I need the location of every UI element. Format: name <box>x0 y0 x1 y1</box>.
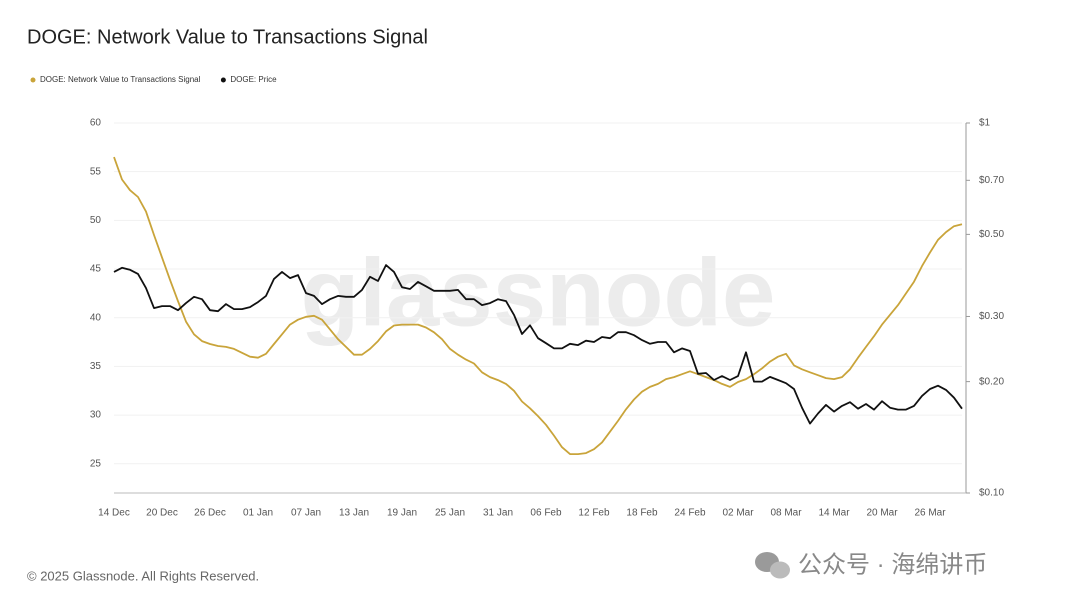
legend-label: DOGE: Price <box>230 75 277 84</box>
watermark: glassnode <box>301 239 776 346</box>
x-tick-label: 19 Jan <box>387 508 417 519</box>
y-tick-label: 30 <box>90 410 102 421</box>
y-tick-label: 45 <box>90 264 102 275</box>
x-tick-label: 20 Dec <box>146 508 178 519</box>
x-tick-label: 18 Feb <box>626 508 658 519</box>
x-tick-label: 02 Mar <box>722 508 754 519</box>
y2-tick-label: $0.70 <box>979 175 1004 186</box>
y2-tick-label: $0.20 <box>979 376 1004 387</box>
y-tick-label: 60 <box>90 118 102 129</box>
x-tick-label: 20 Mar <box>866 508 898 519</box>
x-tick-label: 14 Dec <box>98 508 130 519</box>
series-line <box>113 156 963 455</box>
x-tick-label: 12 Feb <box>578 508 610 519</box>
series-line <box>113 264 963 425</box>
y2-tick-label: $0.30 <box>979 311 1004 322</box>
x-tick-label: 13 Jan <box>339 508 369 519</box>
y-tick-label: 40 <box>90 312 102 323</box>
x-tick-label: 07 Jan <box>291 508 321 519</box>
x-tick-label: 08 Mar <box>770 508 802 519</box>
y-tick-label: 35 <box>90 361 102 372</box>
y2-tick-label: $0.50 <box>979 229 1004 240</box>
x-tick-label: 14 Mar <box>818 508 850 519</box>
overlay-text: 公众号 · 海绵讲币 <box>798 551 987 578</box>
x-tick-label: 26 Mar <box>914 508 946 519</box>
y-tick-label: 25 <box>90 458 102 469</box>
x-tick-label: 01 Jan <box>243 508 273 519</box>
footer: © 2025 Glassnode. All Rights Reserved. <box>27 568 259 583</box>
x-tick-label: 24 Feb <box>674 508 706 519</box>
x-tick-label: 25 Jan <box>435 508 465 519</box>
x-tick-label: 26 Dec <box>194 508 226 519</box>
y-tick-label: 55 <box>90 166 102 177</box>
wechat-icon <box>755 552 790 579</box>
x-tick-label: 31 Jan <box>483 508 513 519</box>
y2-tick-label: $0.10 <box>979 488 1004 499</box>
legend-marker <box>220 77 226 83</box>
y2-tick-label: $1 <box>979 118 991 129</box>
legend-marker <box>30 77 36 83</box>
chart-title: DOGE: Network Value to Transactions Sign… <box>27 26 428 48</box>
legend-label: DOGE: Network Value to Transactions Sign… <box>40 75 201 84</box>
x-tick-label: 06 Feb <box>530 508 562 519</box>
y-tick-label: 50 <box>90 215 102 226</box>
